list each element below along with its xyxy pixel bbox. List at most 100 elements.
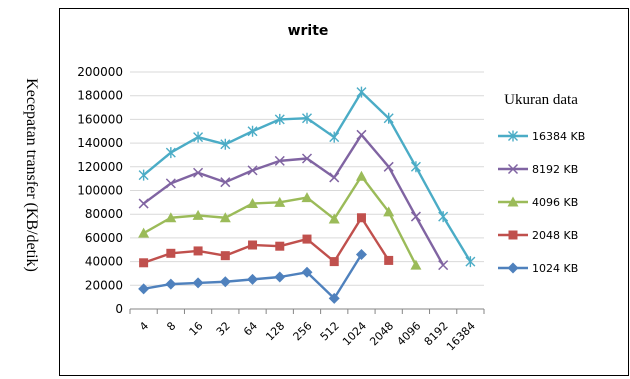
data-point	[438, 211, 449, 223]
data-point	[507, 163, 519, 175]
data-point	[138, 198, 149, 209]
data-point	[274, 155, 285, 166]
legend-label: 16384 KB	[532, 130, 585, 143]
data-point	[507, 196, 519, 207]
legend-label: 4096 KB	[532, 196, 578, 209]
data-point	[247, 198, 259, 209]
data-point	[302, 112, 312, 124]
legend-title: Ukuran data	[504, 92, 578, 108]
x-tick-label: 16384	[444, 319, 478, 353]
x-tick-label: 1024	[340, 319, 369, 348]
data-point	[138, 227, 150, 238]
data-point	[328, 213, 340, 224]
data-point	[138, 169, 149, 181]
data-point	[410, 259, 422, 270]
chart-frame: write 0 20000 40000 60000 80000 100000 120000 1…	[59, 8, 629, 376]
data-point	[356, 213, 366, 223]
x-tick-label: 512	[318, 319, 342, 343]
data-point	[328, 292, 340, 304]
legend-label: 2048 KB	[532, 229, 578, 242]
y-tick-label: 0	[115, 302, 123, 316]
data-point	[248, 240, 258, 250]
data-point	[507, 262, 519, 274]
series-8192-kb	[138, 129, 449, 271]
y-axis-label: Kecepatan transfer (KB/detik)	[23, 78, 40, 272]
data-point	[356, 86, 367, 98]
data-point	[438, 260, 449, 271]
data-point	[508, 130, 518, 142]
legend-item: 16384 KB	[498, 130, 585, 143]
data-point	[329, 172, 340, 183]
data-point	[192, 209, 204, 220]
y-tick-label: 120000	[77, 160, 123, 174]
y-tick-label: 60000	[85, 231, 123, 245]
data-point	[138, 283, 150, 295]
data-point	[247, 125, 258, 137]
legend-item: 1024 KB	[498, 262, 578, 275]
series-1024-kb	[138, 248, 367, 304]
data-point	[219, 212, 231, 223]
y-tick-label: 160000	[77, 112, 123, 126]
data-point	[192, 277, 204, 289]
y-tick-label: 20000	[85, 278, 123, 292]
data-point	[193, 131, 204, 143]
legend: 16384 KB 8192 KB 4096 KB 2048 KB 1024 KB	[498, 130, 585, 275]
x-tick-label: 32	[214, 319, 233, 338]
x-tick-label: 256	[291, 319, 315, 343]
data-point	[165, 147, 176, 159]
data-point	[274, 271, 286, 283]
data-point	[302, 234, 312, 244]
data-point	[220, 177, 231, 188]
data-point	[165, 278, 177, 290]
legend-label: 8192 KB	[532, 163, 578, 176]
x-tick-label: 2048	[367, 319, 396, 348]
data-point	[383, 206, 395, 217]
data-point	[247, 165, 258, 176]
legend-label: 1024 KB	[532, 262, 578, 275]
data-point	[166, 248, 176, 258]
y-tick-label: 140000	[77, 136, 123, 150]
legend-item: 4096 KB	[498, 196, 578, 209]
x-tick-label: 4	[137, 319, 151, 333]
data-point	[301, 266, 313, 278]
legend-item: 2048 KB	[498, 229, 578, 242]
data-point	[410, 211, 421, 222]
series-2048-kb	[139, 213, 394, 268]
data-point	[274, 196, 286, 207]
legend-item: 8192 KB	[498, 163, 578, 176]
data-point	[301, 153, 313, 164]
line-chart: write 0 20000 40000 60000 80000 100000 120000 1…	[77, 23, 585, 353]
data-point	[193, 167, 204, 178]
data-point	[193, 246, 203, 256]
data-point	[219, 276, 231, 288]
data-point	[383, 161, 394, 172]
data-point	[329, 131, 340, 143]
data-point	[139, 258, 149, 268]
series-4096-kb	[138, 170, 422, 270]
data-point	[384, 255, 394, 265]
data-point	[274, 113, 285, 125]
series-line	[143, 216, 390, 264]
y-tick-label: 100000	[77, 184, 123, 198]
data-point	[465, 256, 476, 268]
data-point	[355, 170, 367, 181]
data-point	[165, 178, 176, 189]
data-point	[275, 241, 285, 251]
data-point	[508, 230, 518, 240]
data-point	[329, 257, 339, 267]
data-point	[165, 212, 177, 223]
data-point	[247, 273, 259, 285]
data-point	[383, 112, 394, 124]
y-tick-labels: 0 20000 40000 60000 80000 100000 120000 140000 1…	[77, 65, 123, 316]
data-point	[301, 192, 313, 203]
data-point	[220, 138, 231, 150]
x-tick-label: 16	[187, 319, 206, 338]
data-point	[356, 129, 367, 140]
series-line	[142, 133, 445, 266]
y-axis-label-wrap: Kecepatan transfer (KB/detik)	[6, 60, 56, 290]
series-16384-kb	[138, 86, 476, 268]
data-point	[220, 251, 230, 261]
y-tick-label: 180000	[77, 89, 123, 103]
data-point	[355, 248, 367, 260]
data-point	[410, 161, 421, 173]
